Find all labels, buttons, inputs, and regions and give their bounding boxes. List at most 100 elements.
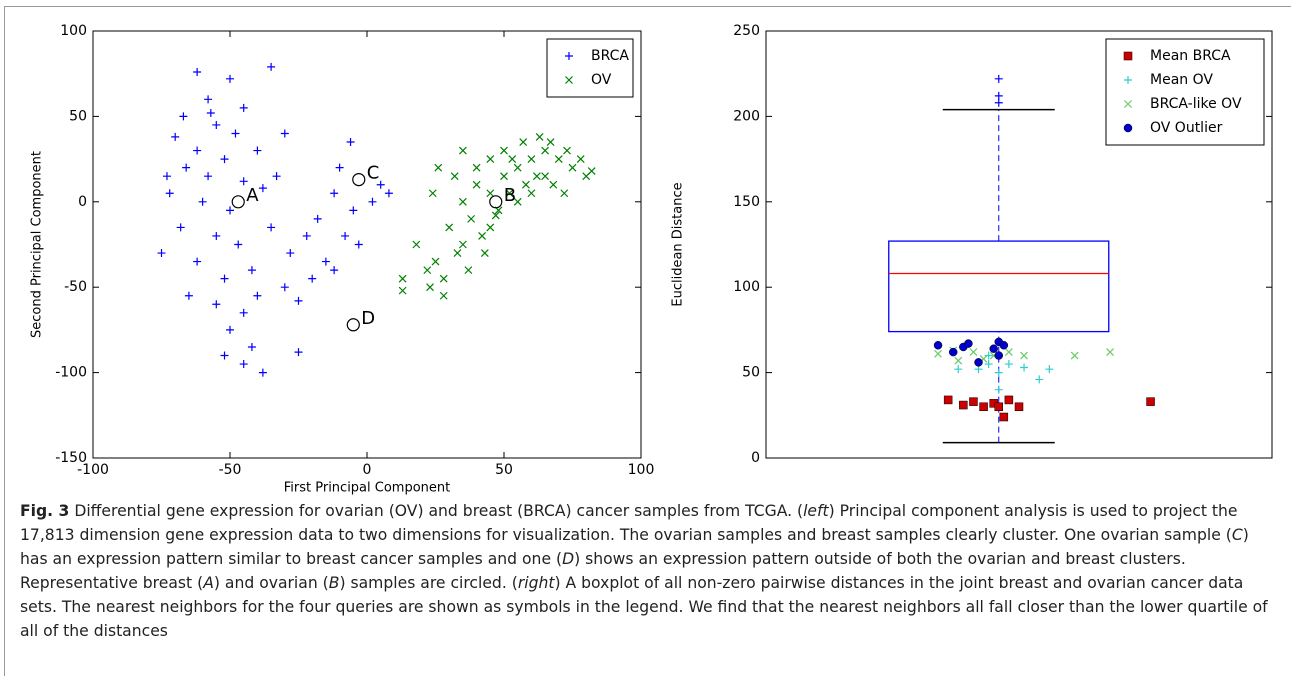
legend-label: BRCA-like OV xyxy=(1150,96,1242,112)
point xyxy=(294,348,303,357)
y-tick-label: 100 xyxy=(733,279,760,295)
x-tick-label: 50 xyxy=(495,462,513,478)
point xyxy=(439,291,448,300)
point xyxy=(182,163,191,172)
point xyxy=(954,365,963,374)
point xyxy=(384,189,393,198)
box xyxy=(888,240,1110,333)
point xyxy=(234,240,243,249)
point xyxy=(321,257,330,266)
point xyxy=(272,172,281,181)
point xyxy=(554,155,563,164)
point xyxy=(212,231,221,240)
point xyxy=(500,146,508,155)
point xyxy=(176,223,185,232)
point xyxy=(341,231,350,240)
annotation-label: C xyxy=(367,163,380,184)
point xyxy=(933,341,943,350)
point xyxy=(1020,351,1028,360)
point xyxy=(439,274,448,283)
point xyxy=(231,129,240,138)
point xyxy=(376,180,385,189)
y-tick-label: -100 xyxy=(55,365,87,381)
caption-text: ) Principal component analysis is used t… xyxy=(20,502,1238,544)
point xyxy=(204,172,213,181)
x-tick-label: 100 xyxy=(628,462,655,478)
point xyxy=(330,266,339,275)
point xyxy=(226,325,234,334)
point xyxy=(445,223,454,232)
point xyxy=(541,172,550,181)
point xyxy=(491,211,500,220)
point xyxy=(226,74,234,83)
point xyxy=(423,266,432,275)
point xyxy=(247,266,256,275)
point xyxy=(253,291,262,300)
point xyxy=(450,172,459,181)
point xyxy=(576,155,585,164)
point xyxy=(472,180,481,189)
annotation-label: B xyxy=(504,185,516,206)
y-tick-label: 150 xyxy=(733,194,760,210)
point xyxy=(505,189,514,198)
point xyxy=(1004,360,1013,369)
y-tick-label: -50 xyxy=(64,279,87,295)
point xyxy=(954,356,963,365)
annotation-circle xyxy=(352,172,366,187)
point xyxy=(513,197,522,206)
point xyxy=(999,412,1009,422)
annotation-circle xyxy=(489,195,503,209)
point xyxy=(1004,395,1014,405)
point xyxy=(994,385,1003,394)
point xyxy=(162,172,171,181)
plot-frame xyxy=(92,30,642,459)
point xyxy=(1070,351,1079,360)
caption-emphasis: C xyxy=(1231,526,1243,544)
point xyxy=(467,214,476,223)
x-tick-label: -100 xyxy=(77,462,109,478)
legend-label: Mean OV xyxy=(1150,72,1213,88)
y-tick-label: 200 xyxy=(733,108,760,124)
point xyxy=(974,358,983,367)
point xyxy=(220,351,229,360)
point xyxy=(478,232,487,240)
caption-emphasis: left xyxy=(803,502,829,520)
annotation-label: D xyxy=(361,308,375,329)
y-axis-label: Euclidean Distance xyxy=(671,182,686,306)
flier xyxy=(994,98,1003,107)
caption-text: ) shows an expression pattern outside of… xyxy=(20,550,1186,592)
y-tick-label: -150 xyxy=(55,450,87,466)
point xyxy=(294,296,303,305)
point xyxy=(286,249,295,258)
point xyxy=(1035,375,1044,384)
point xyxy=(1045,365,1054,374)
x-tick-label: -50 xyxy=(219,462,242,478)
legend-label: Mean BRCA xyxy=(1150,48,1231,64)
y-tick-label: 0 xyxy=(751,450,760,466)
caption-emphasis: right xyxy=(517,574,555,592)
point xyxy=(458,240,467,249)
point xyxy=(549,180,558,189)
caption-text: Differential gene expression for ovarian… xyxy=(69,502,804,520)
point xyxy=(994,368,1003,377)
legend-label: OV xyxy=(591,72,612,88)
point xyxy=(308,274,317,283)
point xyxy=(994,402,1004,412)
point xyxy=(368,197,377,206)
point xyxy=(349,206,358,215)
point xyxy=(527,155,536,164)
y-tick-label: 100 xyxy=(60,23,87,39)
point xyxy=(486,223,495,232)
point xyxy=(969,348,978,357)
caption-emphasis: A xyxy=(203,574,214,592)
x-axis-label: First Principal Component xyxy=(284,481,451,496)
point xyxy=(247,342,256,351)
annotation-label: A xyxy=(246,185,259,206)
point xyxy=(984,351,993,360)
point xyxy=(346,138,355,147)
legend-marker xyxy=(1123,51,1133,61)
point xyxy=(458,146,467,155)
figure-frame xyxy=(4,6,1291,676)
point xyxy=(984,360,993,369)
